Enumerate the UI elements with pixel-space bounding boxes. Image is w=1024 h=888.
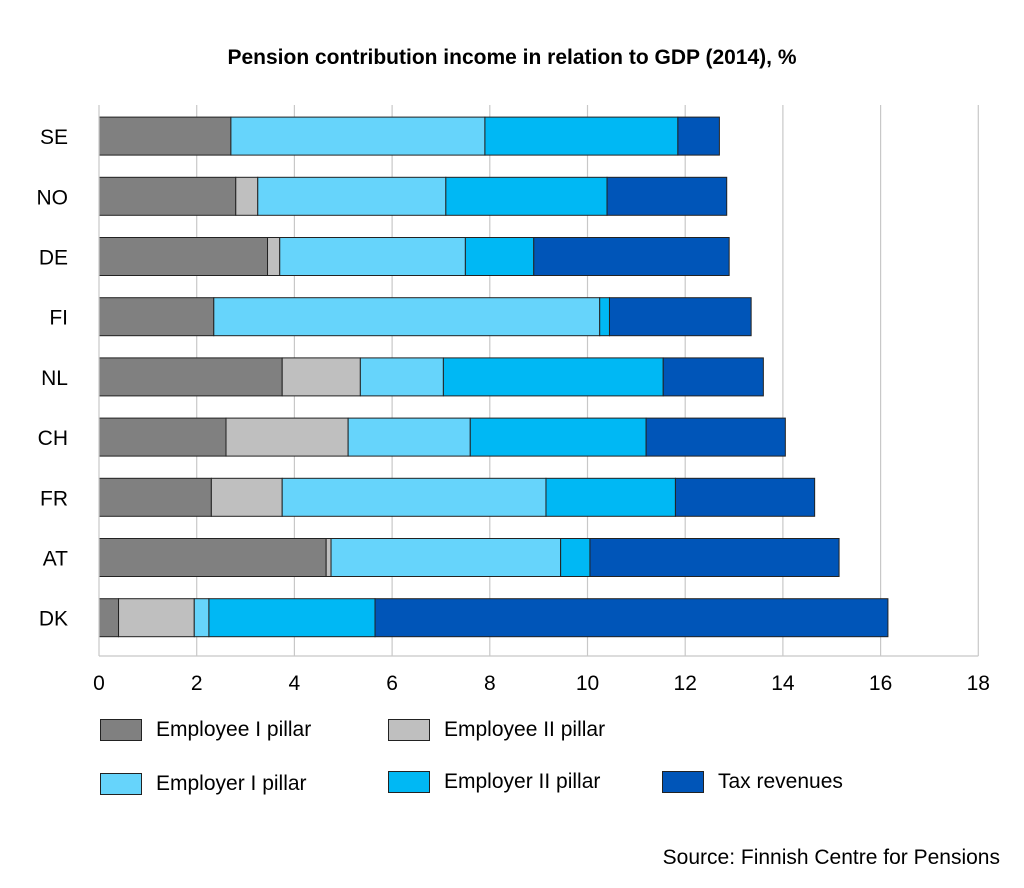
source-note: Source: Finnish Centre for Pensions	[662, 846, 1000, 869]
bar-segment-ch-2	[347, 417, 471, 457]
y-tick-label: FI	[49, 307, 68, 330]
bar-segment-dk-3	[208, 598, 376, 638]
bar-segment-no-1	[235, 176, 259, 216]
bar-segment-nl-1	[281, 357, 361, 397]
legend-item-tax-revenues: Tax revenues	[662, 770, 843, 794]
bar-segment-se-4	[677, 116, 720, 156]
x-tick-label: 4	[289, 672, 301, 695]
bar-segment-de-3	[464, 237, 535, 276]
legend-label-employer-i: Employer I pillar	[156, 772, 307, 795]
legend-label-employee-i: Employee I pillar	[156, 718, 312, 741]
x-tick-label: 10	[576, 672, 599, 695]
bar-segment-no-0	[98, 176, 237, 216]
y-tick-label: DE	[39, 247, 68, 270]
legend-item-employee-i: Employee I pillar	[100, 718, 311, 742]
legend-label-employee-ii: Employee II pillar	[444, 718, 606, 741]
y-tick-label: SE	[40, 126, 68, 149]
y-tick-label: NO	[37, 186, 69, 209]
legend-item-employee-ii: Employee II pillar	[388, 718, 605, 742]
x-tick-label: 6	[386, 672, 398, 695]
y-tick-label: CH	[38, 427, 68, 450]
bar-segment-ch-4	[645, 417, 786, 457]
y-tick-label: AT	[43, 548, 68, 571]
x-tick-label: 8	[484, 672, 496, 695]
y-tick-label: FR	[40, 487, 68, 510]
bar-segment-de-1	[267, 237, 281, 276]
bar-segment-se-2	[230, 116, 486, 156]
bar-segment-nl-3	[442, 357, 664, 397]
bar-segment-se-0	[98, 116, 232, 156]
bar-segment-dk-2	[193, 598, 210, 638]
y-tick-label: DK	[39, 608, 68, 631]
x-tick-label: 16	[869, 672, 892, 695]
bar-segment-fi-0	[98, 297, 215, 337]
bar-segment-ch-0	[98, 417, 227, 457]
bar-segment-de-0	[98, 237, 269, 276]
bar-segment-de-4	[533, 237, 730, 276]
chart-plot-area: SE NO DE FI NL CH FR AT DK 0 2 4 6 8 10 12 14 16 18	[37, 105, 990, 695]
bar-segment-ch-3	[469, 417, 647, 457]
bar-segment-de-2	[279, 237, 466, 276]
legend-swatch-tax-revenues	[662, 771, 704, 793]
legend-item-employer-ii: Employer II pillar	[388, 770, 600, 794]
bar-segment-fr-1	[210, 477, 283, 517]
bar-segment-fr-2	[281, 477, 547, 517]
legend-label-employer-ii: Employer II pillar	[444, 770, 601, 793]
x-tick-label: 0	[93, 672, 105, 695]
bar-segment-at-3	[560, 538, 591, 577]
bar-segment-no-3	[445, 176, 608, 216]
legend-swatch-employee-ii	[388, 719, 430, 741]
bar-segment-fr-0	[98, 477, 212, 517]
bar-segment-no-2	[257, 176, 447, 216]
bar-segment-no-4	[606, 176, 728, 216]
x-tick-label: 14	[771, 672, 795, 695]
bar-segment-fr-4	[674, 477, 816, 517]
legend-swatch-employer-ii	[388, 771, 430, 793]
legend-swatch-employee-i	[100, 719, 142, 741]
bar-segment-ch-1	[225, 417, 349, 457]
x-tick-label: 12	[674, 672, 697, 695]
bar-segment-dk-1	[118, 598, 195, 638]
chart-title: Pension contribution income in relation …	[227, 46, 797, 69]
bar-segment-nl-2	[359, 357, 444, 397]
y-tick-label: NL	[41, 367, 68, 390]
bar-segment-fi-4	[608, 297, 752, 337]
bar-segment-at-1	[325, 538, 332, 577]
x-tick-label: 2	[191, 672, 203, 695]
bar-segment-dk-0	[98, 598, 120, 638]
bar-segment-nl-0	[98, 357, 283, 397]
x-tick-label: 18	[967, 672, 990, 695]
legend-swatch-employer-i	[100, 773, 142, 795]
bar-segment-se-3	[484, 116, 679, 156]
bar-segment-nl-4	[662, 357, 764, 397]
bar-segment-at-4	[589, 538, 840, 577]
bar-segment-fi-3	[599, 297, 610, 337]
bar-segment-fi-2	[213, 297, 601, 337]
legend-label-tax-revenues: Tax revenues	[718, 770, 843, 793]
bar-segment-at-0	[98, 538, 327, 577]
bar-segment-at-2	[330, 538, 562, 577]
bar-segment-fr-3	[545, 477, 676, 517]
bar-segment-dk-4	[374, 598, 889, 638]
legend-item-employer-i: Employer I pillar	[100, 772, 307, 796]
